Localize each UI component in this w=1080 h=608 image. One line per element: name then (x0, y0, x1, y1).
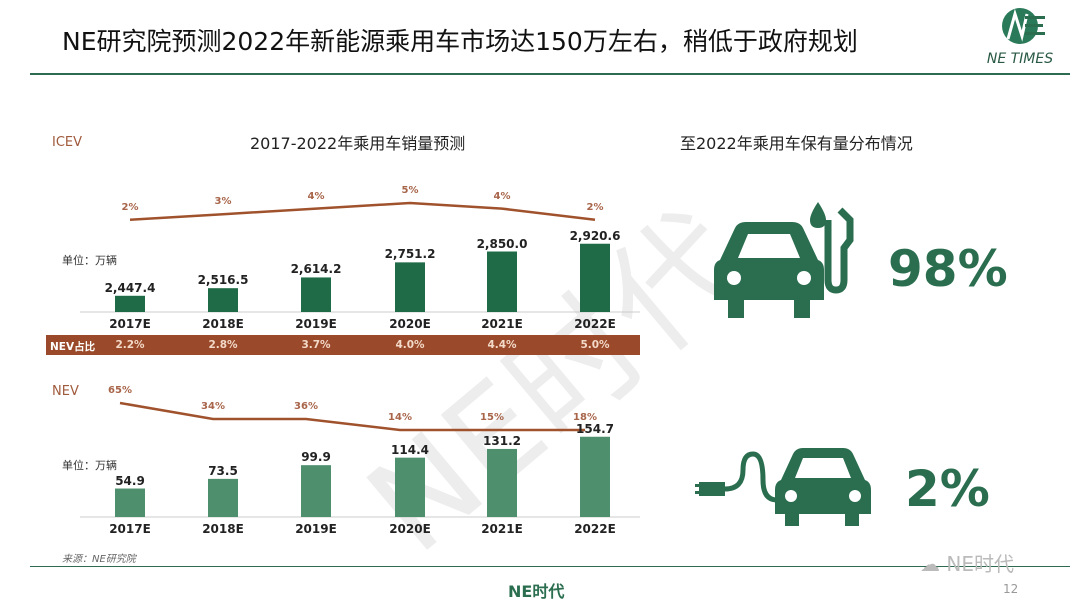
bar-value-label: 2,920.6 (569, 228, 621, 243)
logo-mark-icon: NE TIMES (987, 8, 1053, 67)
x-tick-label: 2017E (109, 317, 151, 331)
x-tick-label: 2019E (295, 522, 337, 536)
x-tick-label: 2018E (202, 522, 244, 536)
x-tick-label: 2020E (389, 317, 431, 331)
nev-share-value: 2% (905, 460, 990, 518)
growth-label: 2% (121, 201, 139, 213)
icev-section-label: ICEV (52, 135, 83, 150)
x-tick-label: 2021E (481, 317, 523, 331)
bar (580, 243, 610, 312)
bar (115, 488, 145, 517)
growth-label: 3% (214, 196, 232, 208)
growth-label: 5% (401, 185, 419, 196)
bar (395, 457, 425, 517)
sales-chart-title: 2017-2022年乘用车销量预测 (250, 134, 466, 153)
bar-value-label: 2,751.2 (384, 247, 436, 262)
bar-value-label: 154.7 (576, 421, 614, 436)
header-divider (30, 73, 1070, 75)
svg-text:NE TIMES: NE TIMES (987, 51, 1053, 67)
x-tick-label: 2021E (481, 522, 523, 536)
wechat-watermark: ☁ NE时代 (920, 552, 1014, 576)
nev-share-value: 4.4% (487, 339, 517, 351)
bar-value-label: 2,850.0 (476, 236, 528, 251)
bar (115, 295, 145, 312)
growth-line (119, 401, 585, 432)
growth-label: 15% (480, 412, 504, 423)
nev-share-value: 2.2% (115, 339, 145, 351)
bar-value-label: 73.5 (208, 463, 238, 478)
bar-value-label: 54.9 (115, 473, 145, 488)
x-tick-label: 2017E (109, 522, 151, 536)
bar (395, 262, 425, 312)
bar-value-label: 2,516.5 (197, 273, 249, 288)
growth-label: 36% (294, 401, 318, 412)
bar (208, 288, 238, 312)
growth-label: 18% (573, 412, 597, 423)
icev-share-value: 98% (888, 240, 1008, 298)
icev-unit: 单位：万辆 (62, 254, 117, 267)
bar-value-label: 114.4 (391, 442, 429, 457)
bar (487, 251, 517, 312)
nev-share-band (46, 335, 640, 355)
x-tick-label: 2022E (574, 522, 616, 536)
growth-line (129, 201, 596, 222)
bar (301, 277, 331, 312)
nev-unit: 单位：万辆 (62, 459, 117, 472)
growth-label: 34% (201, 401, 225, 412)
growth-label: 14% (388, 412, 412, 423)
bar-value-label: 2,447.4 (104, 280, 156, 295)
growth-label: 2% (586, 201, 604, 213)
growth-label: 4% (307, 190, 325, 202)
bar (580, 436, 610, 517)
footer-brand: NE时代 (508, 582, 565, 601)
nev-share-value: 2.8% (208, 339, 238, 351)
nev-share-value: 4.0% (395, 339, 425, 351)
nev-share-label: NEV占比 (50, 341, 96, 353)
x-tick-label: 2019E (295, 317, 337, 331)
wechat-icon: ☁ (920, 552, 947, 576)
footer-divider (30, 566, 1070, 567)
ne-times-logo: NE TIMES (975, 6, 1065, 67)
bar (487, 448, 517, 517)
bar (301, 465, 331, 517)
bar-value-label: 2,614.2 (290, 262, 342, 277)
nev-section-label: NEV (52, 384, 79, 399)
x-tick-label: 2020E (389, 522, 431, 536)
growth-label: 65% (108, 385, 132, 396)
electric-car-icon (695, 448, 871, 526)
page-number: 12 (1003, 582, 1019, 596)
x-tick-label: 2018E (202, 317, 244, 331)
bar-value-label: 131.2 (483, 433, 521, 448)
page-title: NE研究院预测2022年新能源乘用车市场达150万左右，稍低于政府规划 (62, 27, 858, 56)
source-note: 来源：NE研究院 (62, 554, 136, 565)
fuel-car-icon (714, 202, 854, 318)
nev-share-value: 5.0% (580, 339, 610, 351)
x-tick-label: 2022E (574, 317, 616, 331)
bar (208, 478, 238, 517)
bar-value-label: 99.9 (301, 450, 331, 465)
ownership-title: 至2022年乘用车保有量分布情况 (680, 134, 913, 153)
nev-share-value: 3.7% (301, 339, 331, 351)
growth-label: 4% (493, 190, 511, 202)
